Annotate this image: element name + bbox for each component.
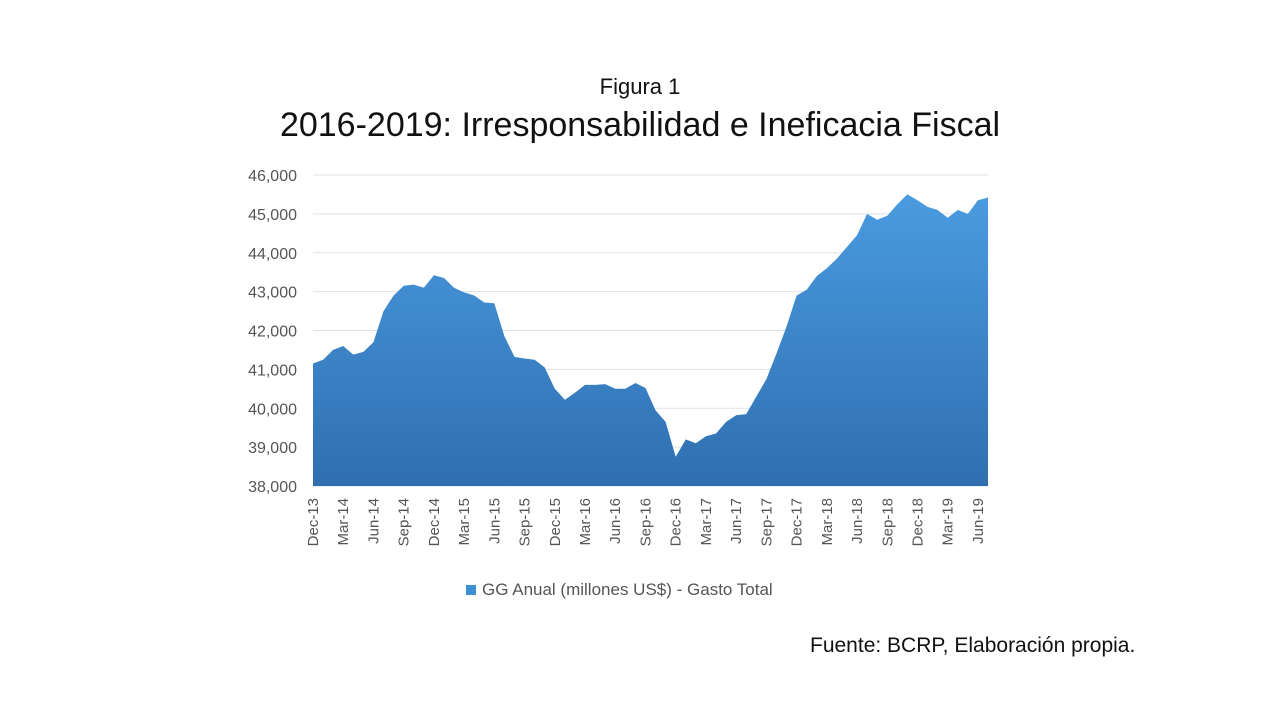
x-tick-label: Jun-16 bbox=[607, 498, 624, 544]
x-tick-label: Jun-17 bbox=[728, 498, 745, 544]
x-tick-label: Dec-15 bbox=[547, 498, 564, 546]
x-tick-label: Mar-14 bbox=[335, 498, 352, 546]
x-tick-label: Sep-18 bbox=[879, 498, 896, 546]
x-tick-label: Jun-15 bbox=[486, 498, 503, 544]
x-tick-label: Sep-16 bbox=[637, 498, 654, 546]
x-tick-label: Mar-19 bbox=[940, 498, 957, 546]
x-tick-label: Sep-14 bbox=[396, 498, 413, 546]
x-tick-label: Mar-17 bbox=[698, 498, 715, 546]
x-tick-label: Mar-15 bbox=[456, 498, 473, 546]
x-tick-label: Sep-15 bbox=[517, 498, 534, 546]
y-tick-label: 38,000 bbox=[248, 479, 297, 496]
x-tick-label: Jun-19 bbox=[970, 498, 987, 544]
source-note: Fuente: BCRP, Elaboración propia. bbox=[810, 634, 1136, 657]
figure-label: Figura 1 bbox=[599, 74, 681, 99]
y-tick-label: 43,000 bbox=[248, 285, 297, 302]
x-tick-label: Dec-13 bbox=[305, 498, 322, 546]
x-tick-label: Dec-16 bbox=[668, 498, 685, 546]
x-tick-label: Dec-18 bbox=[909, 498, 926, 546]
legend: GG Anual (millones US$) - Gasto Total bbox=[466, 580, 773, 600]
y-tick-label: 44,000 bbox=[248, 246, 297, 263]
legend-swatch bbox=[466, 585, 476, 595]
y-tick-label: 39,000 bbox=[248, 440, 297, 457]
y-tick-label: 46,000 bbox=[248, 168, 297, 185]
x-tick-label: Sep-17 bbox=[758, 498, 775, 546]
x-tick-label: Mar-18 bbox=[819, 498, 836, 546]
y-tick-label: 41,000 bbox=[248, 362, 297, 379]
x-tick-label: Jun-18 bbox=[849, 498, 866, 544]
x-tick-label: Mar-16 bbox=[577, 498, 594, 546]
chart-title: 2016-2019: Irresponsabilidad e Ineficaci… bbox=[279, 106, 1001, 144]
y-tick-label: 40,000 bbox=[248, 401, 297, 418]
x-tick-label: Dec-14 bbox=[426, 498, 443, 546]
y-axis-ticks: 38,000 39,000 40,000 41,000 42,000 43,000 44,0… bbox=[248, 168, 297, 496]
y-tick-label: 45,000 bbox=[248, 207, 297, 224]
legend-label: GG Anual (millones US$) - Gasto Total bbox=[482, 580, 773, 599]
x-tick-label: Dec-17 bbox=[789, 498, 806, 546]
y-tick-label: 42,000 bbox=[248, 324, 297, 341]
x-tick-label: Jun-14 bbox=[365, 498, 382, 544]
area-series bbox=[313, 194, 988, 486]
x-axis-ticks: Dec-13 Mar-14 Jun-14 Sep-14 Dec-14 Mar-15 Jun-… bbox=[305, 498, 987, 546]
series-area bbox=[313, 194, 988, 486]
